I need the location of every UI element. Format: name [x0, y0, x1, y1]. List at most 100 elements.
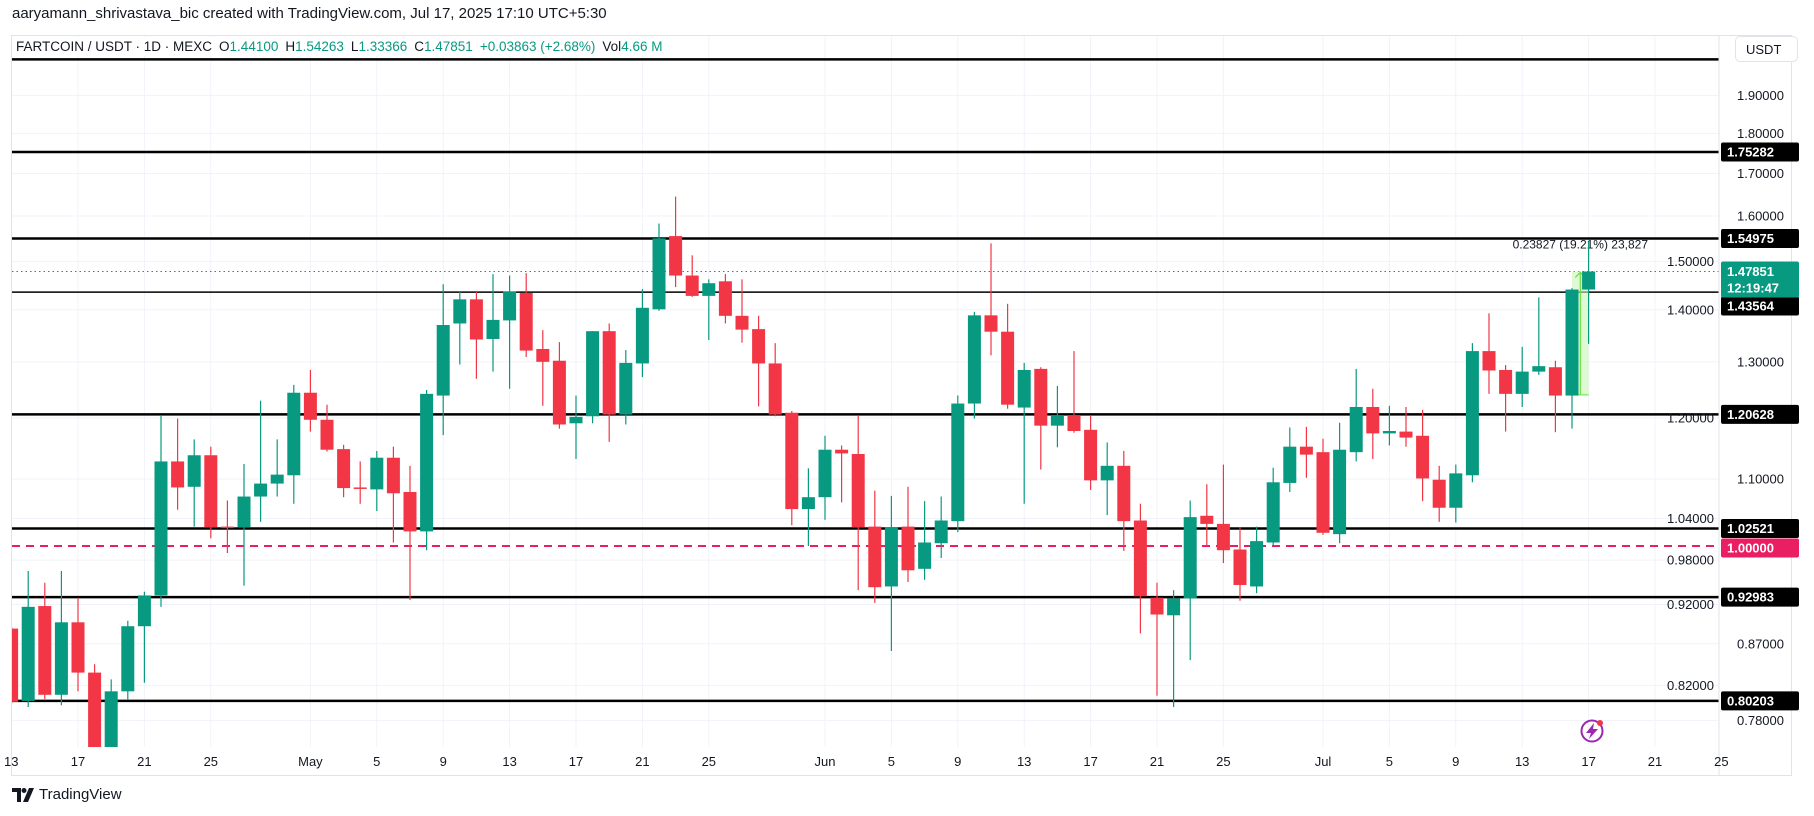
- level-price-badge-bg: [1721, 228, 1799, 248]
- candle-body: [1565, 289, 1579, 396]
- currency-button[interactable]: USDT: [1735, 36, 1798, 62]
- time-tick-label: Jul: [1315, 754, 1332, 769]
- price-tick-label: 1.90000: [1737, 88, 1784, 103]
- candle-body: [569, 416, 583, 424]
- level-price-badge: 0.92983: [1727, 590, 1774, 605]
- candle: [768, 343, 782, 417]
- level-price-badge: 1.43564: [1727, 299, 1775, 314]
- time-tick-label: 21: [1648, 754, 1662, 769]
- time-axis[interactable]: 13 17 21 25 May 5 9 13 17 21 25 Jun 5 9 13 17 21 25 Jul 5 9 1…: [4, 754, 1729, 769]
- candle: [187, 439, 201, 527]
- candle-body: [1582, 271, 1596, 290]
- candle-body: [270, 474, 284, 484]
- candle: [254, 400, 268, 522]
- candle-body: [1382, 430, 1396, 434]
- candle-body: [503, 291, 517, 321]
- level-price-badge: 0.80203: [1727, 693, 1774, 708]
- candle: [1382, 405, 1396, 446]
- candle-body: [1117, 465, 1131, 522]
- candle-body: [768, 363, 782, 415]
- time-tick-label: 25: [702, 754, 716, 769]
- time-tick-label: May: [298, 754, 323, 769]
- candle-body: [171, 461, 185, 488]
- candle-body: [818, 449, 832, 498]
- candle: [220, 500, 234, 554]
- candle: [486, 274, 500, 372]
- alert-price-badge: 1.00000: [1727, 541, 1774, 556]
- candle-body: [453, 299, 467, 324]
- candle-body: [1316, 452, 1330, 533]
- candle: [337, 444, 351, 498]
- candle-body: [54, 622, 68, 695]
- candle: [901, 486, 915, 583]
- price-tick-label: 0.82000: [1667, 678, 1714, 693]
- candle: [702, 279, 716, 341]
- time-tick-label: 13: [1017, 754, 1031, 769]
- alert-icon[interactable]: [1580, 719, 1604, 743]
- candle: [71, 597, 85, 692]
- candle-body: [254, 483, 268, 497]
- candle-body: [934, 520, 948, 544]
- candle: [386, 446, 400, 543]
- candle: [171, 418, 185, 510]
- candle-body: [1416, 435, 1430, 479]
- symbol-title[interactable]: FARTCOIN / USDT · 1D · MEXC: [16, 39, 213, 54]
- candle: [1167, 590, 1181, 708]
- candle: [685, 255, 699, 297]
- candle: [1283, 427, 1297, 492]
- candle: [1465, 343, 1479, 483]
- candle-body: [386, 457, 400, 494]
- candle-body: [1167, 598, 1181, 616]
- candle-body: [436, 325, 450, 396]
- change-value: +0.03863 (+2.68%): [479, 39, 596, 54]
- tradingview-logo-icon: [12, 787, 34, 802]
- time-tick-label: 17: [1581, 754, 1595, 769]
- candle: [1250, 526, 1264, 594]
- high-value: 1.54263: [295, 39, 344, 54]
- close-label: C: [414, 39, 424, 54]
- candle-body: [1399, 431, 1413, 438]
- time-tick-label: 13: [4, 754, 18, 769]
- candle-body: [1216, 523, 1230, 551]
- low-label: L: [350, 39, 359, 54]
- low-value: 1.33366: [358, 39, 408, 54]
- candle-body: [420, 393, 434, 532]
- candle: [1499, 365, 1513, 432]
- candle: [237, 463, 251, 586]
- alert-icon-ring[interactable]: [1580, 719, 1604, 743]
- candle: [1084, 415, 1098, 491]
- candle: [1067, 351, 1081, 433]
- notification-dot-icon: [1597, 720, 1603, 726]
- price-tick-label: 1.60000: [1737, 209, 1784, 224]
- time-tick-label: 13: [502, 754, 516, 769]
- candle-body: [21, 606, 35, 701]
- alert-price-badge-bg: [1721, 538, 1799, 558]
- candle: [1349, 368, 1363, 462]
- candle-body: [1465, 351, 1479, 476]
- candle: [1266, 467, 1280, 546]
- footer-logo: TradingView: [12, 786, 122, 803]
- candle: [1017, 362, 1031, 504]
- time-tick-label: 9: [954, 754, 961, 769]
- candle-body: [1333, 449, 1347, 535]
- candle: [801, 468, 815, 546]
- candle: [287, 384, 301, 504]
- candle-body: [801, 497, 815, 510]
- time-tick-label: 25: [1714, 754, 1728, 769]
- candle-body: [868, 526, 882, 588]
- candle: [951, 395, 965, 533]
- candle: [536, 330, 550, 406]
- candle: [1565, 288, 1579, 429]
- candle: [469, 291, 483, 379]
- candle: [602, 323, 616, 442]
- time-tick-label: 9: [440, 754, 447, 769]
- candle-body: [552, 360, 566, 425]
- time-tick-label: 5: [1386, 754, 1393, 769]
- price-tick-label: 1.50000: [1667, 254, 1714, 269]
- candle-body: [835, 449, 849, 454]
- candle-body: [469, 299, 483, 340]
- candle-body: [635, 307, 649, 364]
- price-axis[interactable]: 1.90000 1.80000 1.70000 1.60000 1.50000 1.400…: [1667, 36, 1799, 775]
- time-tick-label: Jun: [815, 754, 836, 769]
